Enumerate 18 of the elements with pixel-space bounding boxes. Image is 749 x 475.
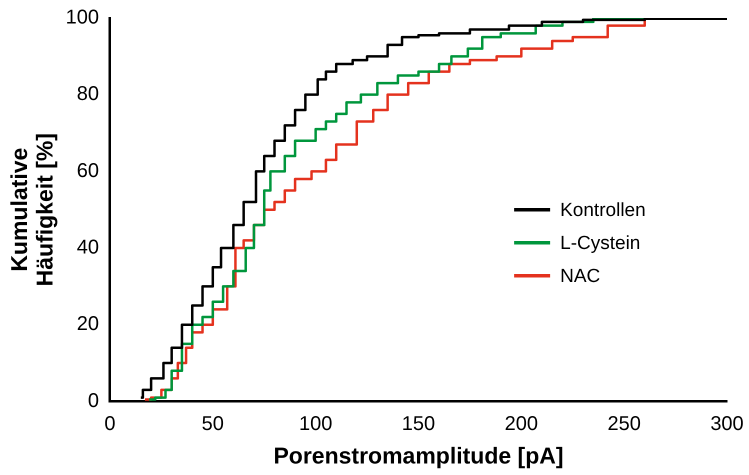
y-tick-label: 0 <box>88 390 99 412</box>
x-axis-title: Porenstromamplitude [pA] <box>273 442 564 469</box>
y-tick-label: 80 <box>76 83 99 106</box>
x-tick-label: 300 <box>710 412 744 435</box>
legend-label: L-Cystein <box>560 232 640 254</box>
x-tick-label: 250 <box>607 412 641 435</box>
y-tick-label: 100 <box>66 6 99 29</box>
x-tick-label: 0 <box>104 412 116 435</box>
x-tick-label: 150 <box>402 412 436 435</box>
y-axis-title: Kumulative Häufigkeit [%] <box>6 133 58 286</box>
x-tick-label: 200 <box>504 412 538 435</box>
y-tick-label: 20 <box>76 313 99 336</box>
legend-label: NAC <box>560 266 600 287</box>
legend-label: Kontrollen <box>560 200 646 221</box>
y-tick-label: 40 <box>76 236 99 259</box>
x-tick-label: 50 <box>202 412 224 435</box>
y-tick-label: 60 <box>76 160 99 182</box>
x-tick-label: 100 <box>298 412 332 435</box>
